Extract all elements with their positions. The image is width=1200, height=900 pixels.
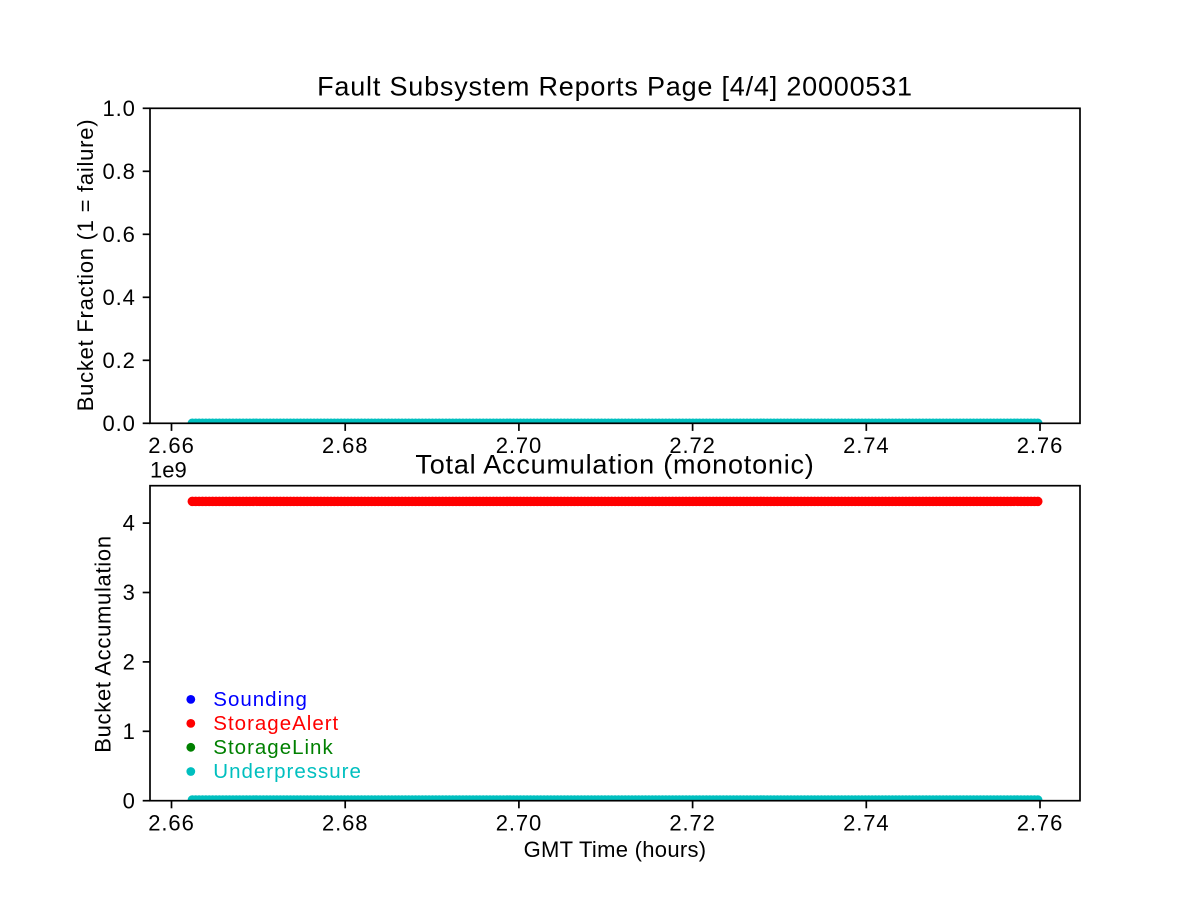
svg-text:0.8: 0.8 [103,159,136,184]
svg-text:Fault Subsystem Reports Page [: Fault Subsystem Reports Page [4/4] 20000… [317,72,913,102]
svg-text:2.74: 2.74 [843,810,889,835]
svg-text:Sounding: Sounding [213,688,308,711]
svg-text:Bucket Accumulation: Bucket Accumulation [91,535,116,753]
svg-text:2.70: 2.70 [496,433,542,458]
svg-text:StorageLink: StorageLink [213,736,333,759]
svg-text:2.72: 2.72 [669,433,715,458]
svg-text:1.0: 1.0 [103,96,136,121]
svg-text:2.66: 2.66 [148,810,194,835]
svg-text:0.6: 0.6 [103,222,136,247]
svg-text:Bucket Fraction (1 = failure): Bucket Fraction (1 = failure) [73,119,98,412]
svg-text:2.70: 2.70 [496,810,542,835]
svg-text:3: 3 [123,580,136,605]
svg-text:2.68: 2.68 [322,433,368,458]
svg-text:0.0: 0.0 [103,411,136,436]
svg-text:0.2: 0.2 [103,348,136,373]
svg-text:2.76: 2.76 [1017,810,1063,835]
svg-text:2.68: 2.68 [322,810,368,835]
svg-text:1: 1 [123,719,136,744]
svg-text:2: 2 [123,650,136,675]
svg-text:GMT Time (hours): GMT Time (hours) [524,837,707,862]
svg-text:2.66: 2.66 [148,433,194,458]
svg-text:4: 4 [123,511,136,536]
svg-text:0: 0 [123,788,136,813]
svg-text:0.4: 0.4 [103,285,136,310]
svg-text:1e9: 1e9 [150,457,187,482]
svg-text:2.76: 2.76 [1017,433,1063,458]
svg-text:Total Accumulation (monotonic): Total Accumulation (monotonic) [415,449,814,479]
svg-text:2.72: 2.72 [669,810,715,835]
svg-text:2.74: 2.74 [843,433,889,458]
svg-text:Underpressure: Underpressure [213,760,362,783]
svg-text:StorageAlert: StorageAlert [213,712,339,735]
